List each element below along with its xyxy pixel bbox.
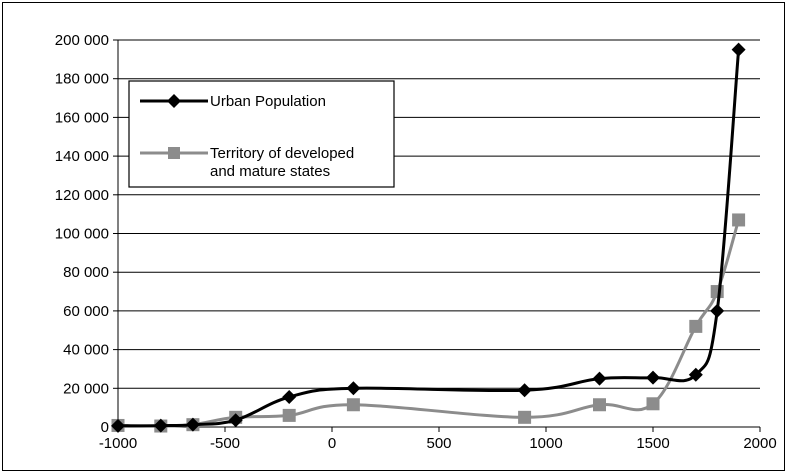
legend-label-territory-line-1: Territory of developed [210, 145, 354, 162]
series-territory [111, 213, 746, 433]
series-urban-population [111, 42, 746, 433]
x-tick-label: 1000 [529, 435, 562, 452]
x-tick-label: 0 [328, 435, 336, 452]
y-tick-label: 160 000 [55, 109, 109, 126]
data-point-square [282, 408, 296, 422]
x-tick-labels: -1000 -500 0 500 1000 1500 2000 [99, 435, 777, 452]
line-chart: 0 20 000 40 000 60 000 80 000 100 000 120 000 1… [55, 32, 777, 452]
y-tick-label: 60 000 [63, 303, 109, 320]
data-point-diamond [346, 381, 361, 396]
x-tick-label: 2000 [743, 435, 776, 452]
y-tick-label: 80 000 [63, 264, 109, 281]
data-point-square [646, 397, 660, 411]
x-tick-label: -1000 [99, 435, 137, 452]
x-tick-label: 500 [426, 435, 451, 452]
data-point-square [346, 398, 360, 412]
data-point-square [518, 410, 532, 424]
data-point-square [689, 319, 703, 333]
data-point-diamond [646, 370, 660, 385]
data-point-diamond [185, 417, 200, 432]
y-tick-label: 100 000 [55, 226, 109, 243]
data-point-diamond [688, 367, 703, 382]
y-tick-label: 20 000 [63, 380, 109, 397]
data-point-square [732, 213, 746, 227]
y-tick-label: 0 [101, 419, 109, 436]
data-point-diamond [731, 42, 746, 57]
data-point-diamond [592, 371, 607, 386]
legend-marker-square-icon [168, 147, 180, 159]
data-point-square [710, 285, 724, 299]
legend-marker-diamond-icon [167, 94, 181, 108]
data-point-diamond [153, 418, 168, 433]
data-point-diamond [282, 390, 297, 405]
x-tick-label: 1500 [636, 435, 669, 452]
y-tick-label: 140 000 [55, 148, 109, 165]
data-point-diamond [517, 383, 532, 398]
series-line-territory [117, 219, 741, 428]
y-tick-label: 120 000 [55, 187, 109, 204]
legend-entry-territory: Territory of developed and mature states [140, 145, 358, 180]
legend-entry-urban-population: Urban Population [140, 93, 326, 110]
y-tick-label: 180 000 [55, 71, 109, 88]
axes [113, 39, 761, 432]
y-tick-labels: 0 20 000 40 000 60 000 80 000 100 000 120 000 1… [55, 32, 109, 436]
data-point-square [593, 398, 606, 412]
legend-label-territory-line-2: and mature states [210, 163, 330, 180]
x-tick-label: -500 [210, 435, 240, 452]
y-tick-label: 200 000 [55, 32, 109, 49]
legend-label-urban-population: Urban Population [210, 93, 326, 110]
data-point-diamond [228, 413, 243, 428]
y-tick-label: 40 000 [63, 342, 109, 359]
data-point-diamond [710, 303, 725, 318]
series-layer [111, 42, 746, 433]
legend: Urban Population Territory of developed … [128, 80, 395, 188]
data-point-diamond [111, 418, 125, 433]
legend-label-territory: Territory of developed and mature states [210, 145, 358, 180]
